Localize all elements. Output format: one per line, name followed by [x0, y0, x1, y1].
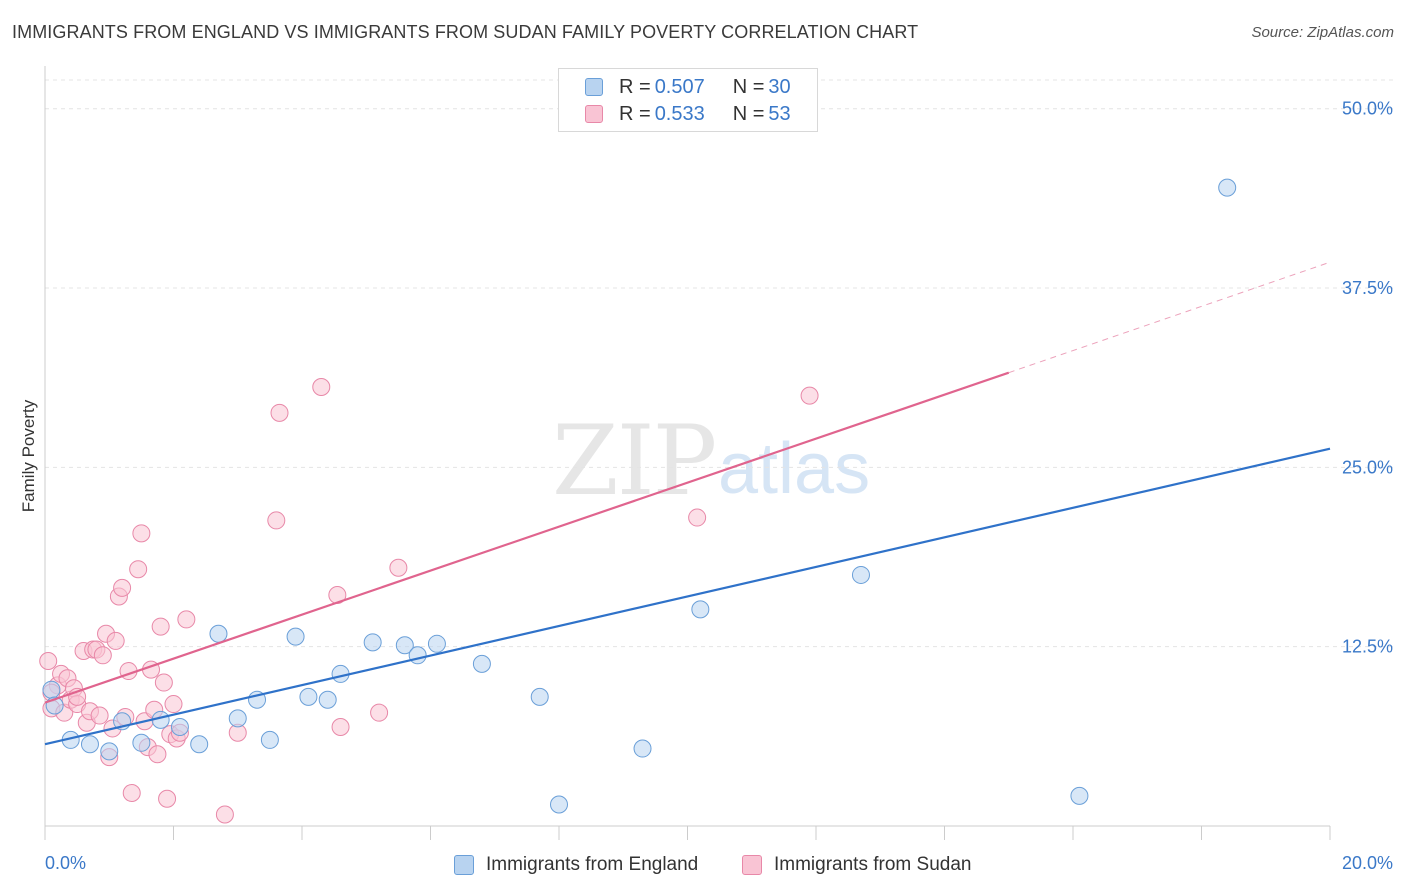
point-sudan-34 [158, 789, 177, 808]
legend-r-label-sudan: R = [619, 102, 651, 125]
legend-swatch-england [585, 78, 603, 96]
x-tick-label-1: 20.0% [1342, 853, 1393, 873]
point-england-24 [633, 739, 652, 758]
point-england-28 [1218, 178, 1237, 197]
legend-row-england: R = 0.507 N = 30 [585, 74, 791, 100]
legend-n-value-sudan: 53 [768, 102, 791, 125]
point-england-22 [530, 687, 549, 706]
point-sudan-39 [177, 610, 196, 629]
point-england-25 [691, 600, 710, 619]
point-england-0 [42, 680, 61, 699]
trendline-sudan-extension [1008, 261, 1331, 374]
point-england-5 [132, 733, 151, 752]
bottom-legend-sudan: Immigrants from Sudan [742, 852, 971, 878]
legend-n-value-england: 30 [768, 75, 791, 98]
point-sudan-24 [122, 784, 141, 803]
point-england-26 [851, 565, 870, 584]
legend-n-label-england: N = [732, 75, 765, 98]
point-sudan-26 [132, 524, 151, 543]
point-england-18 [395, 636, 414, 655]
point-england-20 [427, 634, 446, 653]
y-axis-label: Family Poverty [19, 399, 38, 512]
point-sudan-43 [270, 403, 289, 422]
point-sudan-31 [148, 745, 167, 764]
point-sudan-25 [129, 560, 148, 579]
point-england-21 [472, 654, 491, 673]
point-sudan-50 [800, 386, 819, 405]
point-sudan-49 [688, 508, 707, 527]
y-tick-label-2: 37.5% [1342, 278, 1393, 298]
point-england-23 [550, 795, 568, 814]
point-england-8 [190, 735, 209, 754]
watermark-atlas: atlas [718, 429, 871, 509]
point-sudan-42 [267, 511, 286, 530]
point-sudan-48 [389, 558, 408, 577]
x-tick-label-0: 0.0% [45, 853, 86, 873]
bottom-legend-england: Immigrants from England [454, 852, 698, 878]
point-england-12 [260, 730, 279, 749]
point-sudan-33 [154, 673, 173, 692]
point-sudan-14 [90, 706, 109, 725]
point-sudan-32 [151, 617, 170, 636]
point-sudan-47 [370, 703, 389, 722]
point-sudan-0 [39, 652, 58, 671]
point-sudan-19 [106, 631, 125, 650]
source-label: Source: ZipAtlas.com [1251, 24, 1394, 41]
point-england-10 [228, 709, 247, 728]
legend: R = 0.507 N = 30 R = 0.533 N = 53 [558, 68, 818, 132]
point-england-13 [286, 627, 305, 646]
point-sudan-46 [331, 718, 350, 737]
point-sudan-15 [93, 646, 112, 665]
point-england-27 [1070, 786, 1089, 805]
bottom-legend-label-england: Immigrants from England [486, 854, 699, 875]
legend-r-value-sudan: 0.533 [654, 102, 705, 125]
point-england-19 [408, 646, 427, 665]
legend-r-value-england: 0.507 [654, 75, 705, 98]
point-england-14 [299, 687, 318, 706]
y-tick-label-3: 50.0% [1342, 99, 1393, 119]
point-sudan-21 [113, 578, 132, 597]
bottom-legend-swatch-sudan [742, 855, 762, 875]
point-england-7 [170, 718, 189, 737]
y-tick-label-1: 25.0% [1342, 457, 1393, 477]
point-england-9 [209, 624, 228, 643]
legend-row-sudan: R = 0.533 N = 53 [585, 101, 791, 127]
point-sudan-44 [312, 378, 331, 397]
chart-title: IMMIGRANTS FROM ENGLAND VS IMMIGRANTS FR… [12, 22, 919, 42]
legend-n-label-sudan: N = [732, 102, 765, 125]
y-tick-label-0: 12.5% [1342, 637, 1393, 657]
point-sudan-40 [215, 805, 234, 824]
point-england-3 [100, 742, 119, 761]
watermark-zip: ZIP [552, 405, 717, 517]
point-england-15 [318, 690, 337, 709]
legend-swatch-sudan [585, 105, 603, 123]
point-sudan-36 [164, 695, 183, 714]
bottom-legend-label-sudan: Immigrants from Sudan [774, 854, 972, 875]
bottom-legend-swatch-england [454, 855, 474, 875]
point-england-2 [80, 735, 99, 754]
trendline-england [44, 447, 1331, 746]
trendline-sudan [44, 371, 1010, 704]
point-england-17 [363, 633, 382, 652]
legend-r-label-england: R = [619, 75, 651, 98]
